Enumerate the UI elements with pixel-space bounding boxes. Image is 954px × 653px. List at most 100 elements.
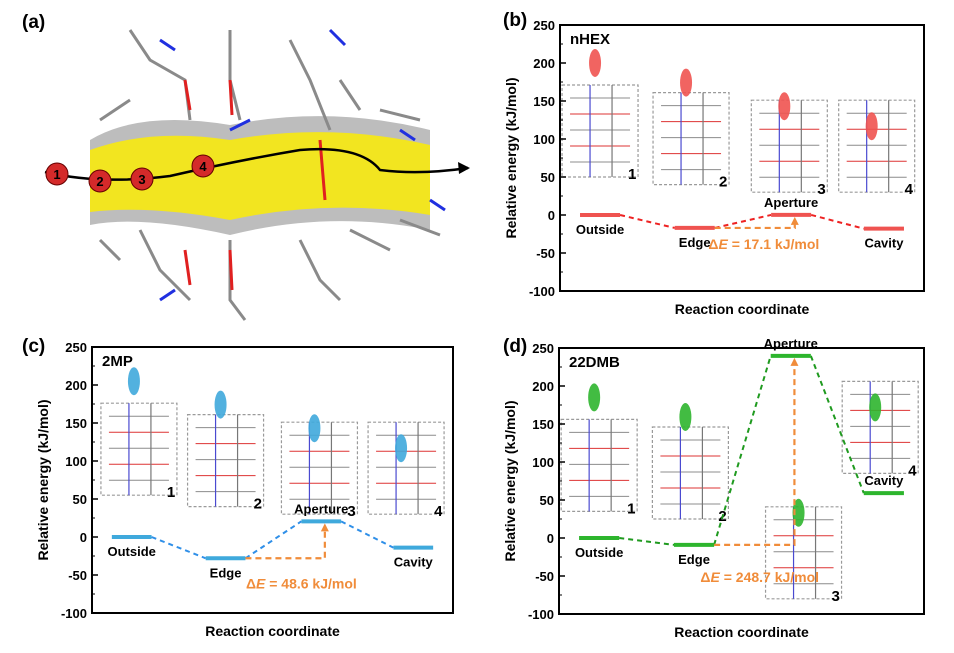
connector-line xyxy=(340,520,394,549)
x-axis-label: Reaction coordinate xyxy=(674,624,809,640)
framework-cage xyxy=(560,418,638,512)
connector-line xyxy=(619,214,675,229)
framework-cage xyxy=(838,99,916,193)
structure-thumbnail-4: 4 xyxy=(838,99,916,198)
state-label: Outside xyxy=(108,544,156,559)
state-label: Outside xyxy=(575,545,623,560)
structure-number: 4 xyxy=(908,462,917,479)
diffusion-path-arrow xyxy=(44,147,469,181)
connector-line xyxy=(810,213,865,230)
structure-thumbnail-4: 4 xyxy=(367,421,445,520)
panel-a-channel-structure: (a) 1 2 3 4 xyxy=(22,12,470,321)
state-label: Aperture xyxy=(294,501,348,516)
y-tick-label: 50 xyxy=(541,170,555,185)
y-tick-label: 100 xyxy=(532,455,554,470)
barrier-value: = 248.7 kJ/mol xyxy=(720,569,819,585)
adsorbate-molecule xyxy=(214,390,227,419)
molecule-name: nHEX xyxy=(570,31,610,48)
panel-label: (c) xyxy=(22,336,45,357)
y-tick-label: 150 xyxy=(533,94,555,109)
connector-line xyxy=(809,355,865,494)
site-number: 4 xyxy=(199,159,207,174)
y-tick-label: 100 xyxy=(65,454,87,469)
structure-number: 4 xyxy=(434,503,443,520)
structure-number: 1 xyxy=(167,484,175,501)
barrier-label: ΔE = 17.1 kJ/mol xyxy=(708,236,819,252)
framework-cage xyxy=(651,426,730,520)
connector-line xyxy=(619,537,675,546)
panel-label: (d) xyxy=(503,336,527,357)
barrier-arrow xyxy=(245,530,326,560)
framework-cage xyxy=(561,84,639,178)
adsorbate-molecule xyxy=(588,383,601,412)
y-tick-label: 100 xyxy=(533,132,555,147)
barrier-arrow xyxy=(714,223,796,230)
framework-cage xyxy=(186,414,265,508)
state-label: Edge xyxy=(678,552,710,567)
y-tick-label: 0 xyxy=(547,531,554,546)
barrier-value: = 17.1 kJ/mol xyxy=(728,236,819,252)
y-tick-label: 150 xyxy=(65,416,87,431)
adsorbate-molecule xyxy=(778,92,791,121)
structure-number: 4 xyxy=(905,181,914,198)
adsorbate-molecule xyxy=(792,498,805,527)
state-label: Outside xyxy=(576,222,624,237)
state-label: Aperture xyxy=(764,195,818,210)
state-label: Cavity xyxy=(394,555,434,570)
chart-2mp: (c) 1 2 3 4 250 200 150 100 50 0 -50 -100 Relative en… xyxy=(22,336,454,639)
arrow-head-icon xyxy=(790,357,799,366)
y-tick-label: 250 xyxy=(65,340,87,355)
structure-thumbnail-4: 4 xyxy=(841,380,919,479)
state-label: Cavity xyxy=(864,473,904,488)
delta-symbol: Δ xyxy=(708,236,718,252)
structure-thumbnail-3: 3 xyxy=(764,498,843,605)
delta-symbol: Δ xyxy=(246,576,256,592)
structure-thumbnail-1: 1 xyxy=(100,367,178,501)
structure-number: 3 xyxy=(832,588,840,605)
adsorbate-molecule xyxy=(589,49,602,77)
adsorbate-molecule xyxy=(680,68,693,97)
structure-thumbnail-2: 2 xyxy=(652,68,730,191)
site-3: 3 xyxy=(130,167,154,191)
framework-oxygen-bonds xyxy=(183,79,327,291)
adsorbate-molecule xyxy=(869,393,882,422)
state-label: Cavity xyxy=(864,236,904,251)
x-axis-label: Reaction coordinate xyxy=(675,301,810,317)
y-tick-label: 50 xyxy=(540,493,554,508)
y-tick-label: 150 xyxy=(532,417,554,432)
framework-cage xyxy=(841,380,919,474)
adsorbate-molecule xyxy=(679,403,692,431)
y-axis-label: Relative energy (kJ/mol) xyxy=(502,400,518,561)
structure-number: 2 xyxy=(719,174,727,191)
structure-thumbnail-1: 1 xyxy=(561,49,639,183)
framework-cage xyxy=(652,91,730,186)
structure-thumbnail-3: 3 xyxy=(280,414,359,520)
site-1: 1 xyxy=(45,162,69,186)
adsorbate-molecule xyxy=(308,414,321,443)
state-label: Edge xyxy=(210,565,242,580)
arrow-head-icon xyxy=(458,162,470,174)
structure-thumbnail-3: 3 xyxy=(750,92,828,198)
site-number: 2 xyxy=(96,174,103,189)
site-number: 1 xyxy=(53,167,60,182)
y-tick-label: -50 xyxy=(68,568,87,583)
barrier-value: = 48.6 kJ/mol xyxy=(265,576,356,592)
structure-number: 1 xyxy=(628,166,636,183)
connector-line xyxy=(244,520,302,560)
structure-number: 2 xyxy=(254,496,262,513)
structure-thumbnail-2: 2 xyxy=(651,403,730,525)
channel-surface-yellow xyxy=(90,132,430,220)
panel-a-label: (a) xyxy=(22,12,45,33)
y-axis-label: Relative energy (kJ/mol) xyxy=(503,77,519,238)
arrow-head-icon xyxy=(320,523,329,532)
energy-symbol: E xyxy=(710,569,720,585)
structure-thumbnail-1: 1 xyxy=(560,383,638,517)
connector-line xyxy=(713,355,772,546)
y-tick-label: -50 xyxy=(536,246,555,261)
y-tick-label: 250 xyxy=(533,18,555,33)
y-tick-label: 0 xyxy=(80,530,87,545)
site-2: 2 xyxy=(88,169,112,193)
barrier-label: ΔE = 248.7 kJ/mol xyxy=(700,569,819,585)
